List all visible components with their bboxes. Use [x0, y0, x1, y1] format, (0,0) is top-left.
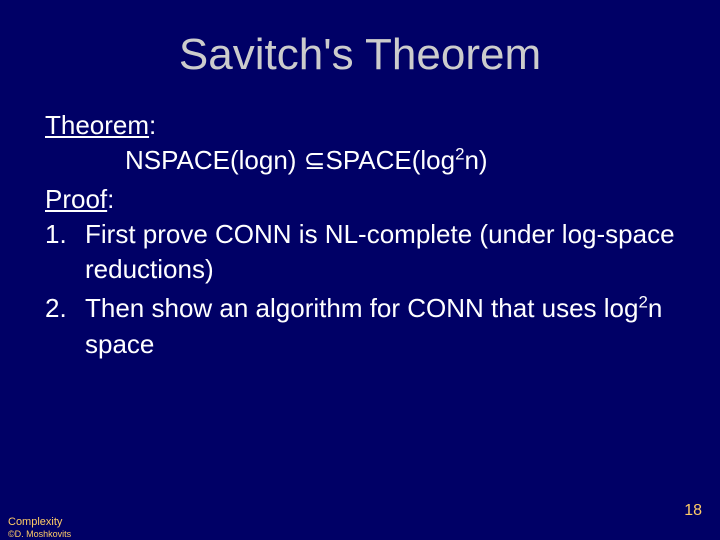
slide-title: Savitch's Theorem	[45, 30, 675, 80]
list-number: 2.	[45, 291, 85, 361]
footer-left: Complexity ©D. Moshkovits	[8, 516, 71, 540]
page-number: 18	[684, 502, 702, 520]
slide-content: Theorem: NSPACE(logn) ⊆SPACE(log 2 n) Proo…	[45, 108, 675, 362]
list-item: 2. Then show an algorithm for CONN that …	[45, 291, 675, 361]
proof-label: Proof	[45, 184, 107, 214]
item2-pre: Then show an algorithm for CONN that use…	[85, 293, 638, 323]
list-number: 1.	[45, 217, 85, 287]
subset-symbol: ⊆	[304, 145, 326, 175]
stmt-post: SPACE(log	[325, 145, 455, 175]
proof-heading: Proof:	[45, 182, 675, 217]
colon: :	[107, 184, 114, 214]
item2-exp: 2	[638, 293, 647, 312]
theorem-statement: NSPACE(logn) ⊆SPACE(log2n)	[45, 143, 675, 178]
stmt-end: n)	[464, 145, 487, 175]
theorem-heading: Theorem:	[45, 108, 675, 143]
theorem-label: Theorem	[45, 110, 149, 140]
footer-complexity: Complexity	[8, 516, 71, 529]
stmt-pre: NSPACE(logn)	[125, 145, 304, 175]
list-item: 1. First prove CONN is NL-complete (unde…	[45, 217, 675, 287]
list-text: First prove CONN is NL-complete (under l…	[85, 217, 675, 287]
colon: :	[149, 110, 156, 140]
list-text: Then show an algorithm for CONN that use…	[85, 291, 675, 361]
footer-author: ©D. Moshkovits	[8, 529, 71, 540]
slide-container: Savitch's Theorem Theorem: NSPACE(logn) …	[0, 0, 720, 376]
